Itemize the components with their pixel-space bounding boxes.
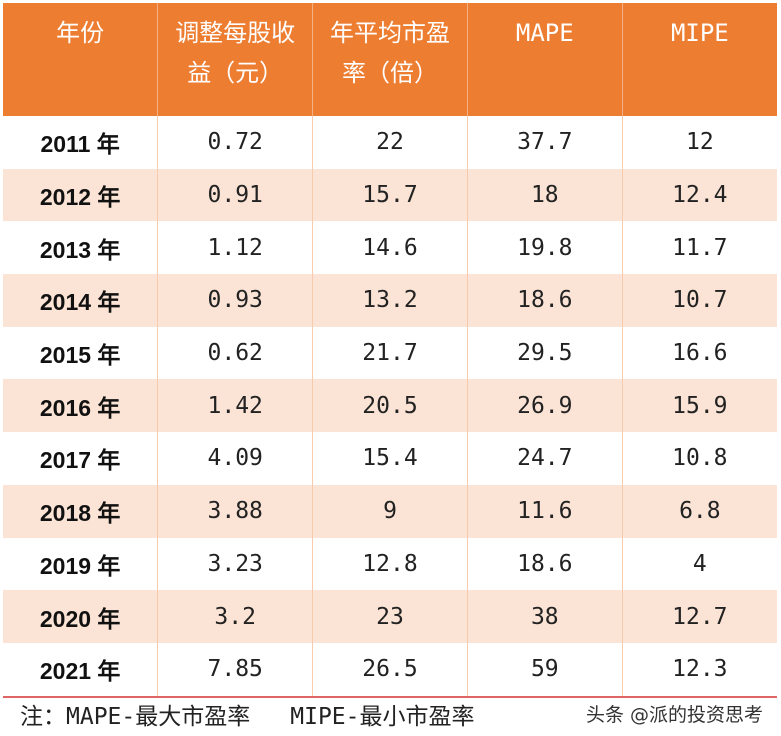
table-row: 2019 年 3.23 12.8 18.6 4 (3, 537, 777, 591)
table-cell: 2013 年 (39, 236, 121, 263)
table-cell: 19.8 (466, 221, 623, 275)
table-cell: 2021 年 (3, 642, 158, 698)
table-cell: 11.6 (466, 484, 623, 538)
header-mape: MAPE (466, 3, 623, 116)
footnote: 注：MAPE-最大市盈率 MIPE-最小市盈率 (20, 697, 515, 731)
table-row: 2021 年 7.85 26.5 59 12.3 (3, 642, 777, 698)
table-cell: 2019 年 (39, 552, 121, 579)
table-cell: 2016 年 (3, 379, 158, 433)
table-row: 2016 年 1.42 20.5 26.9 15.9 (3, 379, 777, 433)
table-cell: 18.6 (466, 274, 623, 327)
table-cell: 10.7 (621, 274, 777, 327)
watermark: 头条 @派的投资思考 (585, 704, 763, 726)
table-cell: 12 (621, 116, 777, 169)
table-row: 2018 年 3.88 9 11.6 6.8 (3, 484, 777, 538)
header-mipe: MIPE (621, 3, 777, 116)
table-cell: 3.2 (157, 590, 313, 643)
table-cell: 14.6 (312, 221, 468, 275)
table-cell: 2015 年 (39, 342, 121, 369)
table-cell: 18 (466, 168, 623, 222)
table-row: 2012 年 0.91 15.7 18 12.4 (3, 168, 777, 222)
table-cell: 16.6 (621, 326, 777, 380)
table-cell: 24.7 (466, 432, 623, 485)
note-mape: 注：MAPE-最大市盈率 (20, 704, 251, 730)
table-cell: 1.12 (157, 221, 313, 275)
table-cell: 0.62 (157, 326, 313, 380)
table-cell: 2018 年 (3, 484, 158, 538)
table-cell: 7.85 (157, 642, 313, 698)
table-cell: 2014 年 (3, 274, 158, 327)
table-cell: 3.23 (157, 537, 313, 591)
table-cell: 15.9 (621, 379, 777, 433)
table-cell: 12.8 (312, 537, 468, 591)
table-cell: 13.2 (312, 274, 468, 327)
table-cell: 11.7 (621, 221, 777, 275)
table-cell: 0.91 (157, 168, 313, 222)
table-cell: 2017 年 (39, 447, 121, 474)
table-cell: 1.42 (157, 379, 313, 433)
table-cell: 23 (312, 590, 468, 643)
table-cell: 4 (621, 537, 777, 591)
table-cell: 26.5 (312, 642, 468, 698)
table-cell: 15.4 (312, 432, 468, 485)
table-cell: 6.8 (621, 484, 777, 538)
table-cell: 0.72 (157, 116, 313, 169)
table-cell: 2012 年 (3, 168, 158, 222)
table-row: 2020 年 3.2 23 38 12.7 (3, 590, 777, 643)
table-cell: 22 (312, 116, 468, 169)
note-mipe: MIPE-最小市盈率 (290, 704, 475, 730)
table-cell: 59 (466, 642, 623, 698)
table-cell: 21.7 (312, 326, 468, 380)
table-cell: 4.09 (157, 432, 313, 485)
table-row: 2011 年 0.72 22 37.7 12 (3, 116, 777, 169)
table-row: 2013 年 1.12 14.6 19.8 11.7 (3, 221, 777, 275)
table-cell: 10.8 (621, 432, 777, 485)
table-cell: 26.9 (466, 379, 623, 433)
table-cell: 20.5 (312, 379, 468, 433)
table-cell: 29.5 (466, 326, 623, 380)
header-year: 年份 (3, 3, 158, 116)
table-cell: 0.93 (157, 274, 313, 327)
table-cell: 12.3 (621, 642, 777, 698)
table-cell: 3.88 (157, 484, 313, 538)
table-row: 2014 年 0.93 13.2 18.6 10.7 (3, 274, 777, 327)
table-cell: 15.7 (312, 168, 468, 222)
table-cell: 37.7 (466, 116, 623, 169)
table-cell: 2011 年 (40, 131, 120, 158)
table-cell: 18.6 (466, 537, 623, 591)
table-row: 2015 年 0.62 21.7 29.5 16.6 (3, 326, 777, 380)
table-cell: 12.4 (621, 168, 777, 222)
table-row: 2017 年 4.09 15.4 24.7 10.8 (3, 432, 777, 485)
table-cell: 12.7 (621, 590, 777, 643)
table-cell: 2020 年 (3, 590, 158, 643)
header-eps: 调整每股收益（元） (157, 3, 313, 116)
header-row: 年份 调整每股收益（元） 年平均市盈率（倍） MAPE MIPE (3, 3, 777, 116)
pe-table: 年份 调整每股收益（元） 年平均市盈率（倍） MAPE MIPE 2011 年 0… (3, 3, 777, 698)
table-cell: 9 (312, 484, 468, 538)
header-avg-pe: 年平均市盈率（倍） (312, 3, 468, 116)
table-cell: 38 (466, 590, 623, 643)
